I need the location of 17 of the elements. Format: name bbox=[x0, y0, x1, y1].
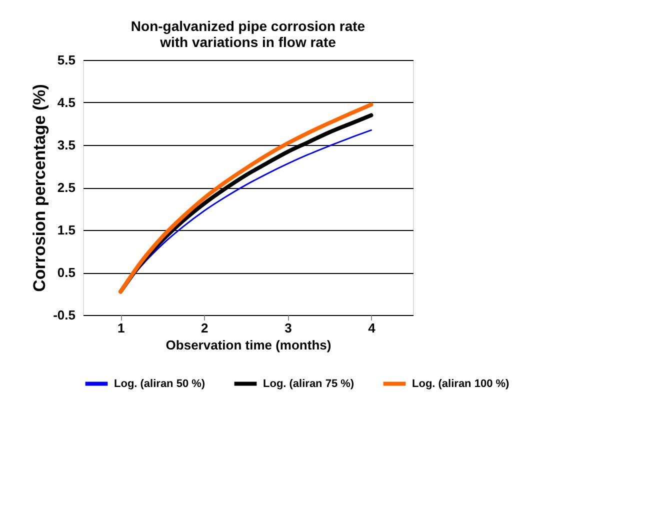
y-tick-label: 0.5 bbox=[57, 265, 76, 280]
x-tick-label: 1 bbox=[117, 320, 125, 336]
legend-label: Log. (aliran 50 %) bbox=[114, 378, 206, 390]
y-tick-label: 1.5 bbox=[57, 222, 76, 238]
y-tick-label: 3.5 bbox=[57, 138, 76, 152]
x-tick-label: 3 bbox=[284, 320, 292, 336]
y-tick-label: 4.5 bbox=[57, 95, 76, 110]
x-tick-label: 2 bbox=[201, 320, 208, 336]
x-tick-label: 4 bbox=[368, 320, 376, 336]
legend-label: Log. (aliran 100 %) bbox=[412, 378, 510, 390]
y-tick-label: -0.5 bbox=[53, 308, 76, 322]
y-tick-label: 2.5 bbox=[57, 180, 76, 195]
y-tick-label: 5.5 bbox=[57, 52, 76, 68]
y-axis-title: Corrosion percentage (%) bbox=[30, 84, 50, 292]
x-axis-title: Observation time (months) bbox=[166, 338, 332, 352]
chart-title: Non-galvanized pipe corrosion rate with variations in flow rate bbox=[130, 18, 366, 50]
legend-label: Log. (aliran 75 %) bbox=[263, 378, 354, 390]
